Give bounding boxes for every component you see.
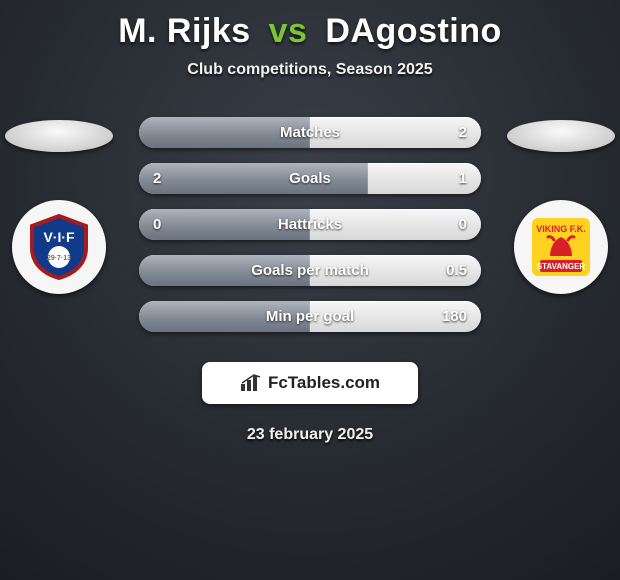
stat-row: Goals per match 0.5 <box>139 255 481 286</box>
brand-text: FcTables.com <box>268 373 380 393</box>
subtitle: Club competitions, Season 2025 <box>187 61 432 79</box>
player1-name: M. Rijks <box>118 12 250 50</box>
stat-label: Min per goal <box>266 301 354 332</box>
stat-label: Matches <box>280 117 340 148</box>
svg-text:STAVANGER: STAVANGER <box>537 262 586 271</box>
brand-badge: FcTables.com <box>202 362 418 404</box>
stats-list: Matches 2 2 Goals 1 0 Hattricks 0 Goals … <box>139 117 481 332</box>
stat-label: Goals <box>289 163 331 194</box>
stat-label: Goals per match <box>251 255 369 286</box>
player2-silhouette <box>507 120 615 152</box>
stat-left-value: 0 <box>153 209 161 240</box>
player1-club-badge: V·I·F 29·7·13 <box>12 200 106 294</box>
player2-side: VIKING F.K. STAVANGER <box>506 120 616 294</box>
stat-label: Hattricks <box>278 209 342 240</box>
player1-side: V·I·F 29·7·13 <box>4 120 114 294</box>
svg-text:29·7·13: 29·7·13 <box>47 255 71 262</box>
viking-crest-icon: VIKING F.K. STAVANGER <box>526 212 596 282</box>
player2-club-badge: VIKING F.K. STAVANGER <box>514 200 608 294</box>
valerenga-crest-icon: V·I·F 29·7·13 <box>24 212 94 282</box>
stat-right-value: 0.5 <box>446 255 467 286</box>
stat-row: Matches 2 <box>139 117 481 148</box>
stat-right-value: 0 <box>459 209 467 240</box>
date-label: 23 february 2025 <box>247 426 373 444</box>
stat-row: Min per goal 180 <box>139 301 481 332</box>
svg-text:VIKING F.K.: VIKING F.K. <box>536 224 586 234</box>
player2-name: DAgostino <box>325 12 501 50</box>
stat-left-value: 2 <box>153 163 161 194</box>
chart-icon <box>240 374 262 392</box>
stat-right-value: 180 <box>442 301 467 332</box>
svg-text:V·I·F: V·I·F <box>43 229 75 245</box>
stat-fill <box>139 163 368 194</box>
stat-right-value: 2 <box>459 117 467 148</box>
stat-row: 2 Goals 1 <box>139 163 481 194</box>
player1-silhouette <box>5 120 113 152</box>
stat-row: 0 Hattricks 0 <box>139 209 481 240</box>
title: M. Rijks vs DAgostino <box>118 12 502 51</box>
vs-label: vs <box>269 12 308 50</box>
stat-right-value: 1 <box>459 163 467 194</box>
